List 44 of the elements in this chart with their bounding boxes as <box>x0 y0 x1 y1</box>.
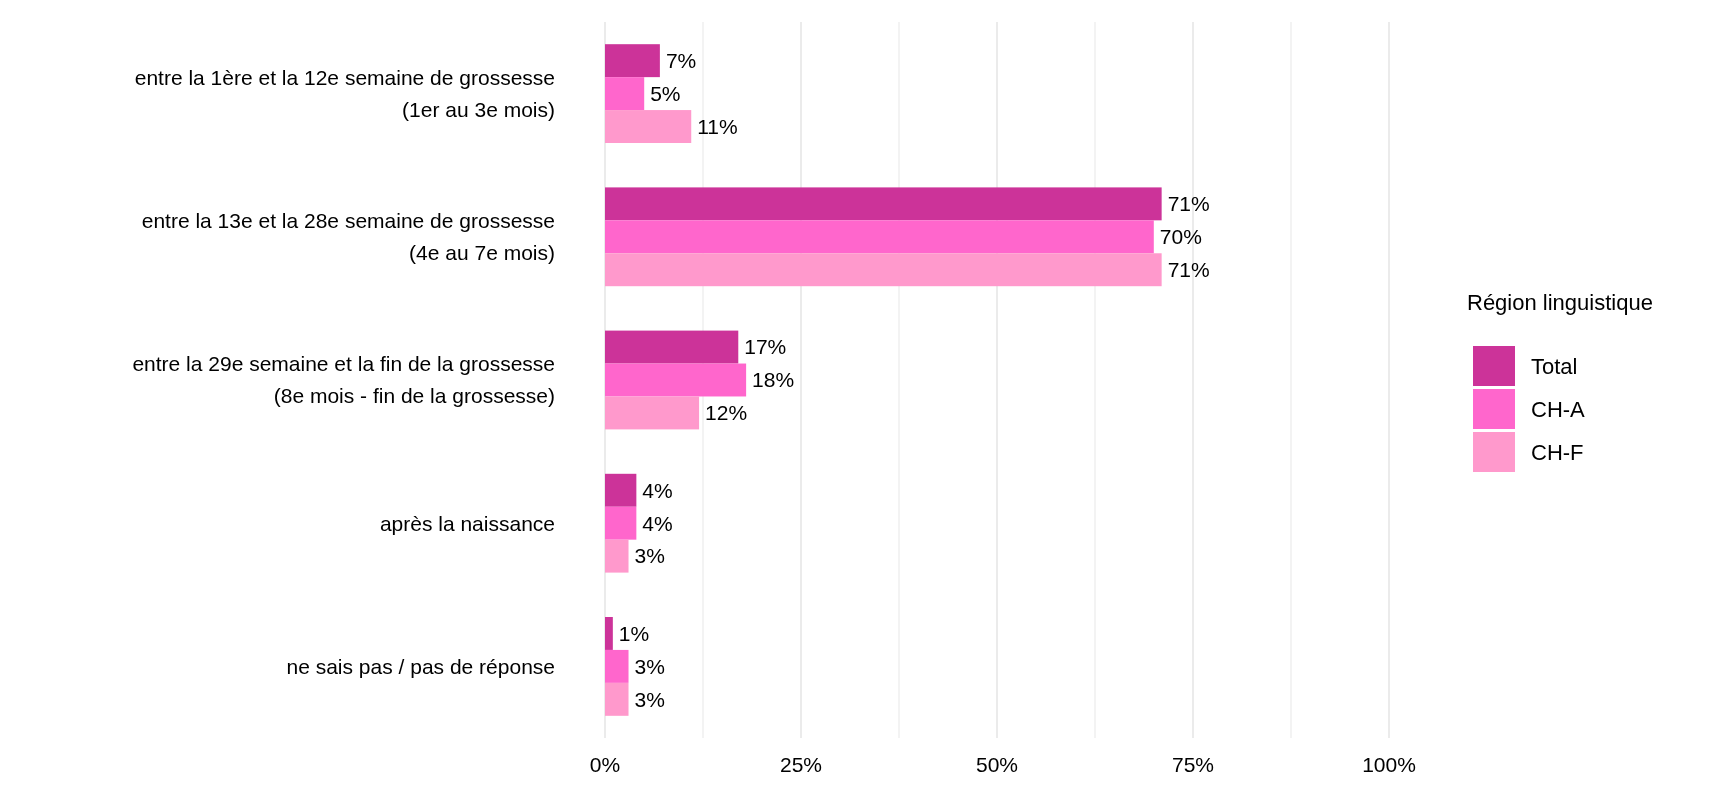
data-label: 3% <box>634 687 665 711</box>
data-label: 71% <box>1167 258 1210 282</box>
data-label: 70% <box>1159 225 1202 249</box>
data-label: 3% <box>634 654 665 678</box>
data-label: 1% <box>618 621 650 645</box>
bar <box>605 506 637 540</box>
bar <box>605 363 747 397</box>
bar <box>605 110 692 143</box>
bar <box>605 220 1154 254</box>
legend-title: Région linguistique <box>1467 290 1653 315</box>
y-tick-label: entre la 29e semaine et la fin de la grossesse (8e mois - fin de la grossesse) <box>132 352 555 408</box>
data-label: 3% <box>634 544 665 568</box>
x-tick-label: 50% <box>975 753 1019 776</box>
bar <box>605 539 629 573</box>
x-tick-label: 75% <box>1171 753 1215 776</box>
legend-label: Total <box>1531 353 1578 379</box>
bar <box>605 330 739 364</box>
bar <box>605 396 700 430</box>
legend-label: CH-F <box>1531 439 1584 465</box>
data-label: 18% <box>752 368 795 392</box>
y-tick-label: après la naissance <box>379 511 555 535</box>
data-label: 11% <box>697 114 738 138</box>
x-tick-label: 100% <box>1362 753 1416 776</box>
y-tick-label: ne sais pas / pas de réponse <box>286 654 555 678</box>
bar <box>605 44 660 78</box>
x-tick-label: 0% <box>589 753 621 776</box>
y-tick-label: entre la 13e et la 28e semaine de grossesse (4e au 7e mois) <box>141 209 555 265</box>
legend-label: CH-A <box>1531 396 1586 422</box>
data-label: 5% <box>650 81 681 105</box>
data-label: 12% <box>705 401 748 425</box>
bar <box>605 253 1162 287</box>
data-label: 4% <box>642 478 673 502</box>
data-label: 17% <box>744 335 787 359</box>
bar <box>605 649 629 683</box>
bar <box>605 77 645 111</box>
data-label: 7% <box>665 49 697 73</box>
bar <box>605 617 613 650</box>
bar <box>605 682 629 716</box>
bar <box>605 187 1162 221</box>
data-label: 71% <box>1167 192 1210 216</box>
y-tick-label: entre la 1ère et la 12e semaine de grossesse (1er au 3e mois) <box>134 65 555 121</box>
bar <box>605 473 637 507</box>
data-label: 4% <box>642 511 673 535</box>
x-tick-label: 25% <box>779 753 823 776</box>
